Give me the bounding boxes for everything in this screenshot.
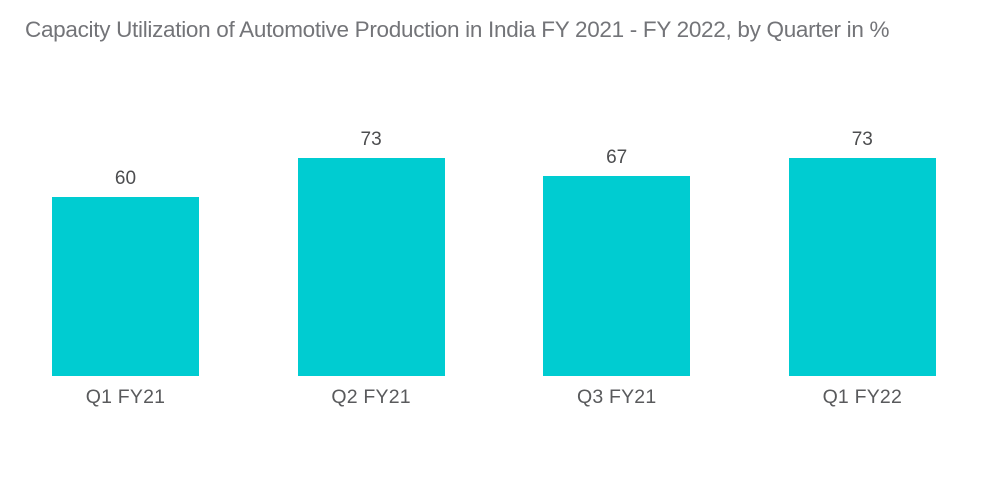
bar-value-label: 60 <box>114 168 137 190</box>
bar <box>788 158 936 376</box>
bar <box>297 158 445 376</box>
bar-value-label: 67 <box>606 147 628 169</box>
bar-category-label: Q3 FY21 <box>576 386 657 408</box>
bar-category-label: Q1 FY22 <box>822 386 903 408</box>
bar-value-label: 73 <box>360 129 382 151</box>
bar-category-label: Q2 FY21 <box>331 386 411 408</box>
bar-category-label: Q1 FY21 <box>85 386 166 408</box>
bar-value-label: 73 <box>851 129 873 151</box>
bar <box>543 176 691 376</box>
bar <box>52 197 199 376</box>
chart-title: Capacity Utilization of Automotive Produ… <box>25 17 890 42</box>
